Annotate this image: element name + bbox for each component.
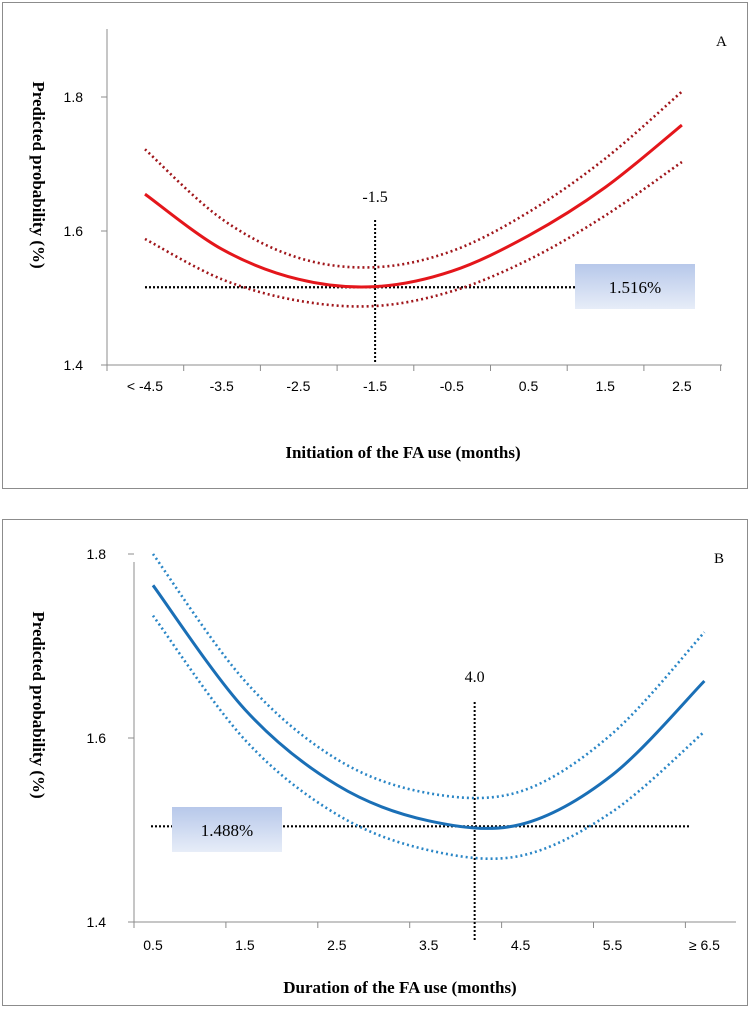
chart-panel-b: B Predicted probability (%) Duration of …: [2, 519, 748, 1006]
chart-a-xlabel: Initiation of the FA use (months): [285, 443, 520, 462]
x-tick-label: -3.5: [210, 378, 234, 394]
y-tick-label: 1.4: [87, 914, 107, 930]
chart-a-value-label: 1.516%: [609, 278, 661, 297]
chart-b-ylabel: Predicted probability (%): [29, 611, 48, 798]
chart-a-optimum-label: -1.5: [362, 189, 387, 206]
chart-a-ylabel: Predicted probability (%): [29, 81, 48, 268]
x-tick-label: 1.5: [235, 937, 255, 953]
y-tick-label: 1.6: [64, 223, 84, 239]
chart-panel-a: A Predicted probability (%) Initiation o…: [2, 2, 748, 489]
chart-b-svg: B Predicted probability (%) Duration of …: [29, 546, 736, 997]
chart-b-value-box: [172, 807, 282, 852]
series-predicted-line: [144, 123, 683, 289]
panel-b-letter: B: [714, 551, 724, 567]
y-tick-label: 1.8: [87, 546, 107, 562]
x-tick-label: 0.5: [143, 937, 163, 953]
chart-b-optimum-label: 4.0: [465, 669, 485, 686]
x-tick-label: 4.5: [511, 937, 531, 953]
x-tick-label: 3.5: [419, 937, 439, 953]
chart-a-svg: A Predicted probability (%) Initiation o…: [29, 29, 727, 462]
x-tick-label: ≥ 6.5: [689, 937, 720, 953]
y-tick-label: 1.8: [64, 89, 84, 105]
x-tick-label: -2.5: [286, 378, 310, 394]
x-tick-label: < -4.5: [127, 378, 163, 394]
panel-a-letter: A: [716, 34, 727, 50]
chart-b-value-label: 1.488%: [201, 821, 253, 840]
series-lower-line: [144, 160, 683, 308]
x-tick-label: 5.5: [603, 937, 623, 953]
series-upper-line: [151, 553, 706, 800]
series-lower-line: [151, 614, 706, 861]
y-tick-label: 1.4: [64, 357, 84, 373]
x-tick-label: 0.5: [519, 378, 539, 394]
chart-a-value-box: [575, 264, 695, 309]
series-predicted-line: [151, 584, 706, 830]
chart-b-xlabel: Duration of the FA use (months): [283, 978, 516, 997]
y-tick-label: 1.6: [87, 730, 107, 746]
x-tick-label: 2.5: [327, 937, 347, 953]
x-tick-label: -1.5: [363, 378, 387, 394]
x-tick-label: 1.5: [595, 378, 615, 394]
x-tick-label: -0.5: [440, 378, 464, 394]
x-tick-label: 2.5: [672, 378, 692, 394]
series-upper-line: [144, 90, 683, 269]
